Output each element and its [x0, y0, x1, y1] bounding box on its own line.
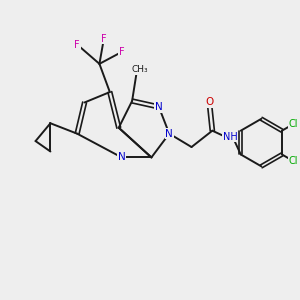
- Text: Cl: Cl: [289, 156, 298, 166]
- Text: F: F: [101, 34, 107, 44]
- Text: N: N: [165, 129, 173, 139]
- Text: N: N: [155, 102, 163, 112]
- Text: NH: NH: [223, 132, 238, 142]
- Text: CH₃: CH₃: [131, 65, 148, 74]
- Text: Cl: Cl: [289, 119, 298, 129]
- Text: F: F: [119, 47, 124, 57]
- Text: F: F: [74, 40, 80, 50]
- Text: O: O: [205, 98, 214, 107]
- Text: N: N: [118, 152, 126, 162]
